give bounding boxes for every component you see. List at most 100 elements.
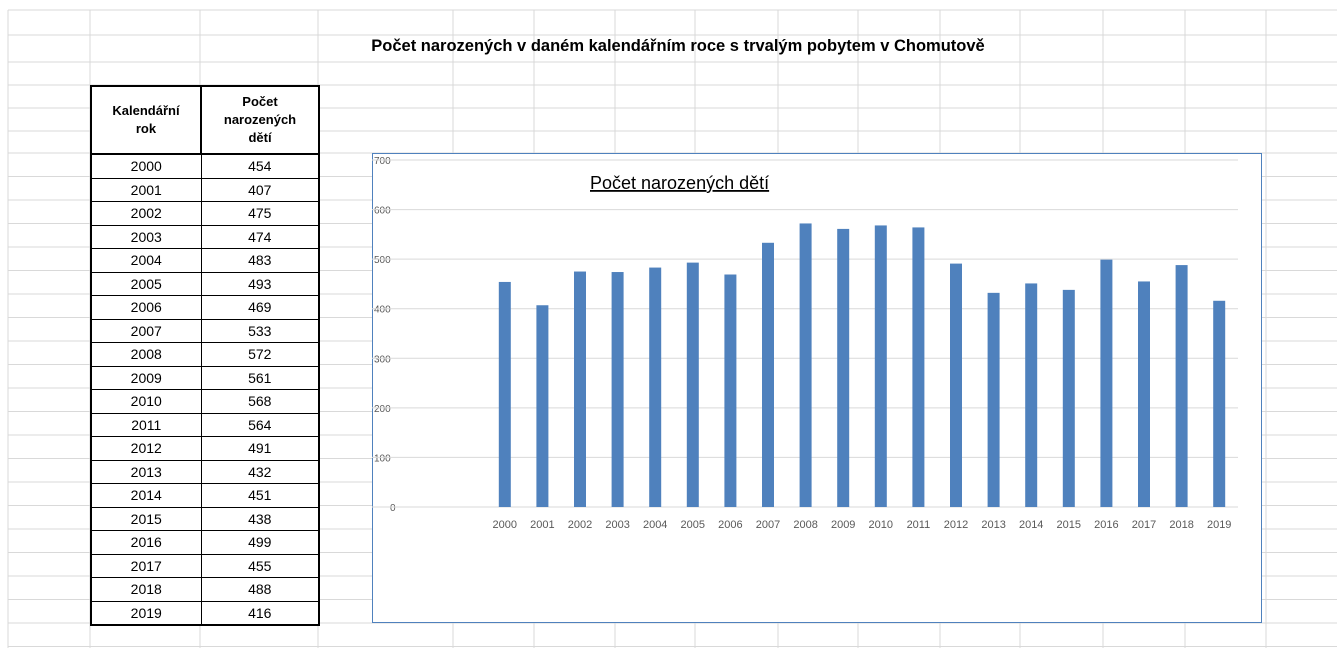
table-cell: 2013 (90, 459, 202, 484)
table-cell: 451 (200, 483, 320, 508)
y-tick-label: 500 (374, 255, 391, 266)
table-row: 2014 451 (90, 483, 320, 508)
table-cell: 2008 (90, 342, 202, 367)
x-tick-label: 2002 (568, 519, 592, 531)
x-tick-label: 2000 (493, 519, 517, 531)
table-row: 2006 469 (90, 295, 320, 320)
y-tick-label: 200 (374, 404, 391, 415)
bar (1100, 259, 1113, 507)
bar (874, 225, 887, 507)
table-cell: 2018 (90, 577, 202, 602)
y-tick-label: 600 (374, 206, 391, 217)
bar (649, 267, 662, 507)
table-row: 2002 475 (90, 201, 320, 226)
table-cell: 2019 (90, 600, 202, 626)
x-tick-label: 2015 (1057, 519, 1081, 531)
bar (536, 305, 549, 507)
y-tick-label: 700 (374, 156, 391, 167)
table-cell: 455 (200, 553, 320, 578)
table-cell: 533 (200, 318, 320, 343)
y-tick-label: 400 (374, 305, 391, 316)
table-row: 2004 483 (90, 248, 320, 273)
table-cell: 564 (200, 412, 320, 437)
data-table: Kalendářní rok Počet narozených dětí 200… (90, 85, 320, 626)
bar (724, 274, 737, 507)
x-tick-label: 2001 (530, 519, 554, 531)
table-row: 2017 455 (90, 553, 320, 578)
x-tick-label: 2016 (1094, 519, 1118, 531)
table-cell: 2006 (90, 295, 202, 320)
x-tick-label: 2012 (944, 519, 968, 531)
table-row: 2001 407 (90, 177, 320, 202)
x-tick-label: 2007 (756, 519, 780, 531)
bar (1175, 265, 1188, 507)
bar (1138, 281, 1150, 507)
table-cell: 2017 (90, 553, 202, 578)
x-tick-label: 2006 (718, 519, 742, 531)
table-row: 2013 432 (90, 459, 320, 484)
x-tick-label: 2008 (793, 519, 817, 531)
x-tick-label: 2005 (681, 519, 705, 531)
bar (987, 292, 1000, 507)
table-cell: 561 (200, 365, 320, 390)
header-text: Kalendářní rok (112, 103, 180, 136)
x-tick-label: 2013 (981, 519, 1005, 531)
x-tick-label: 2003 (605, 519, 629, 531)
bar (1062, 289, 1075, 507)
table-row: 2007 533 (90, 318, 320, 343)
bar (1213, 300, 1226, 507)
table-cell: 572 (200, 342, 320, 367)
table-row: 2011 564 (90, 412, 320, 437)
table-cell: 438 (200, 506, 320, 531)
table-cell: 499 (200, 530, 320, 555)
table-cell: 454 (200, 153, 320, 179)
table-row: 2005 493 (90, 271, 320, 296)
sheet-title: Počet narozených v daném kalendářním roc… (371, 37, 985, 55)
table-cell: 2014 (90, 483, 202, 508)
x-tick-label: 2004 (643, 519, 667, 531)
table-cell: 2010 (90, 389, 202, 414)
y-tick-label: 300 (374, 354, 391, 365)
table-row: 2000 454 (90, 153, 320, 179)
x-tick-label: 2009 (831, 519, 855, 531)
table-cell: 2004 (90, 248, 202, 273)
x-tick-label: 2010 (869, 519, 893, 531)
table-row: 2012 491 (90, 436, 320, 461)
table-cell: 491 (200, 436, 320, 461)
x-tick-label: 2017 (1132, 519, 1156, 531)
header-cell: Počet narozených dětí (200, 85, 320, 155)
bar (762, 242, 774, 507)
y-tick-label: 100 (374, 453, 391, 464)
bar (950, 263, 962, 507)
table-cell: 2011 (90, 412, 202, 437)
x-tick-label: 2019 (1207, 519, 1231, 531)
chart-title: Počet narozených dětí (590, 173, 769, 193)
table-cell: 2009 (90, 365, 202, 390)
chart-frame (372, 153, 1262, 623)
bar (611, 272, 624, 507)
chart: Počet narozených dětí 0 100 200 300 400 500 60… (372, 153, 1262, 623)
table-cell: 493 (200, 271, 320, 296)
table-cell: 2002 (90, 201, 202, 226)
header-text: Počet narozených dětí (223, 94, 297, 145)
table-cell: 483 (200, 248, 320, 273)
table-row: 2003 474 (90, 224, 320, 249)
table-cell: 2001 (90, 177, 202, 202)
bar (498, 281, 511, 507)
table-cell: 407 (200, 177, 320, 202)
table-row: 2008 572 (90, 342, 320, 367)
table-row: 2019 416 (90, 600, 320, 626)
table-cell: 474 (200, 224, 320, 249)
table-cell: 432 (200, 459, 320, 484)
header-cell: Kalendářní rok (90, 85, 202, 155)
table-row: 2009 561 (90, 365, 320, 390)
table-cell: 2015 (90, 506, 202, 531)
table-cell: 2016 (90, 530, 202, 555)
bar (837, 228, 850, 507)
table-row: 2018 488 (90, 577, 320, 602)
x-tick-label: 2014 (1019, 519, 1043, 531)
table-cell: 488 (200, 577, 320, 602)
table-cell: 2012 (90, 436, 202, 461)
y-tick-label: 0 (390, 503, 396, 514)
